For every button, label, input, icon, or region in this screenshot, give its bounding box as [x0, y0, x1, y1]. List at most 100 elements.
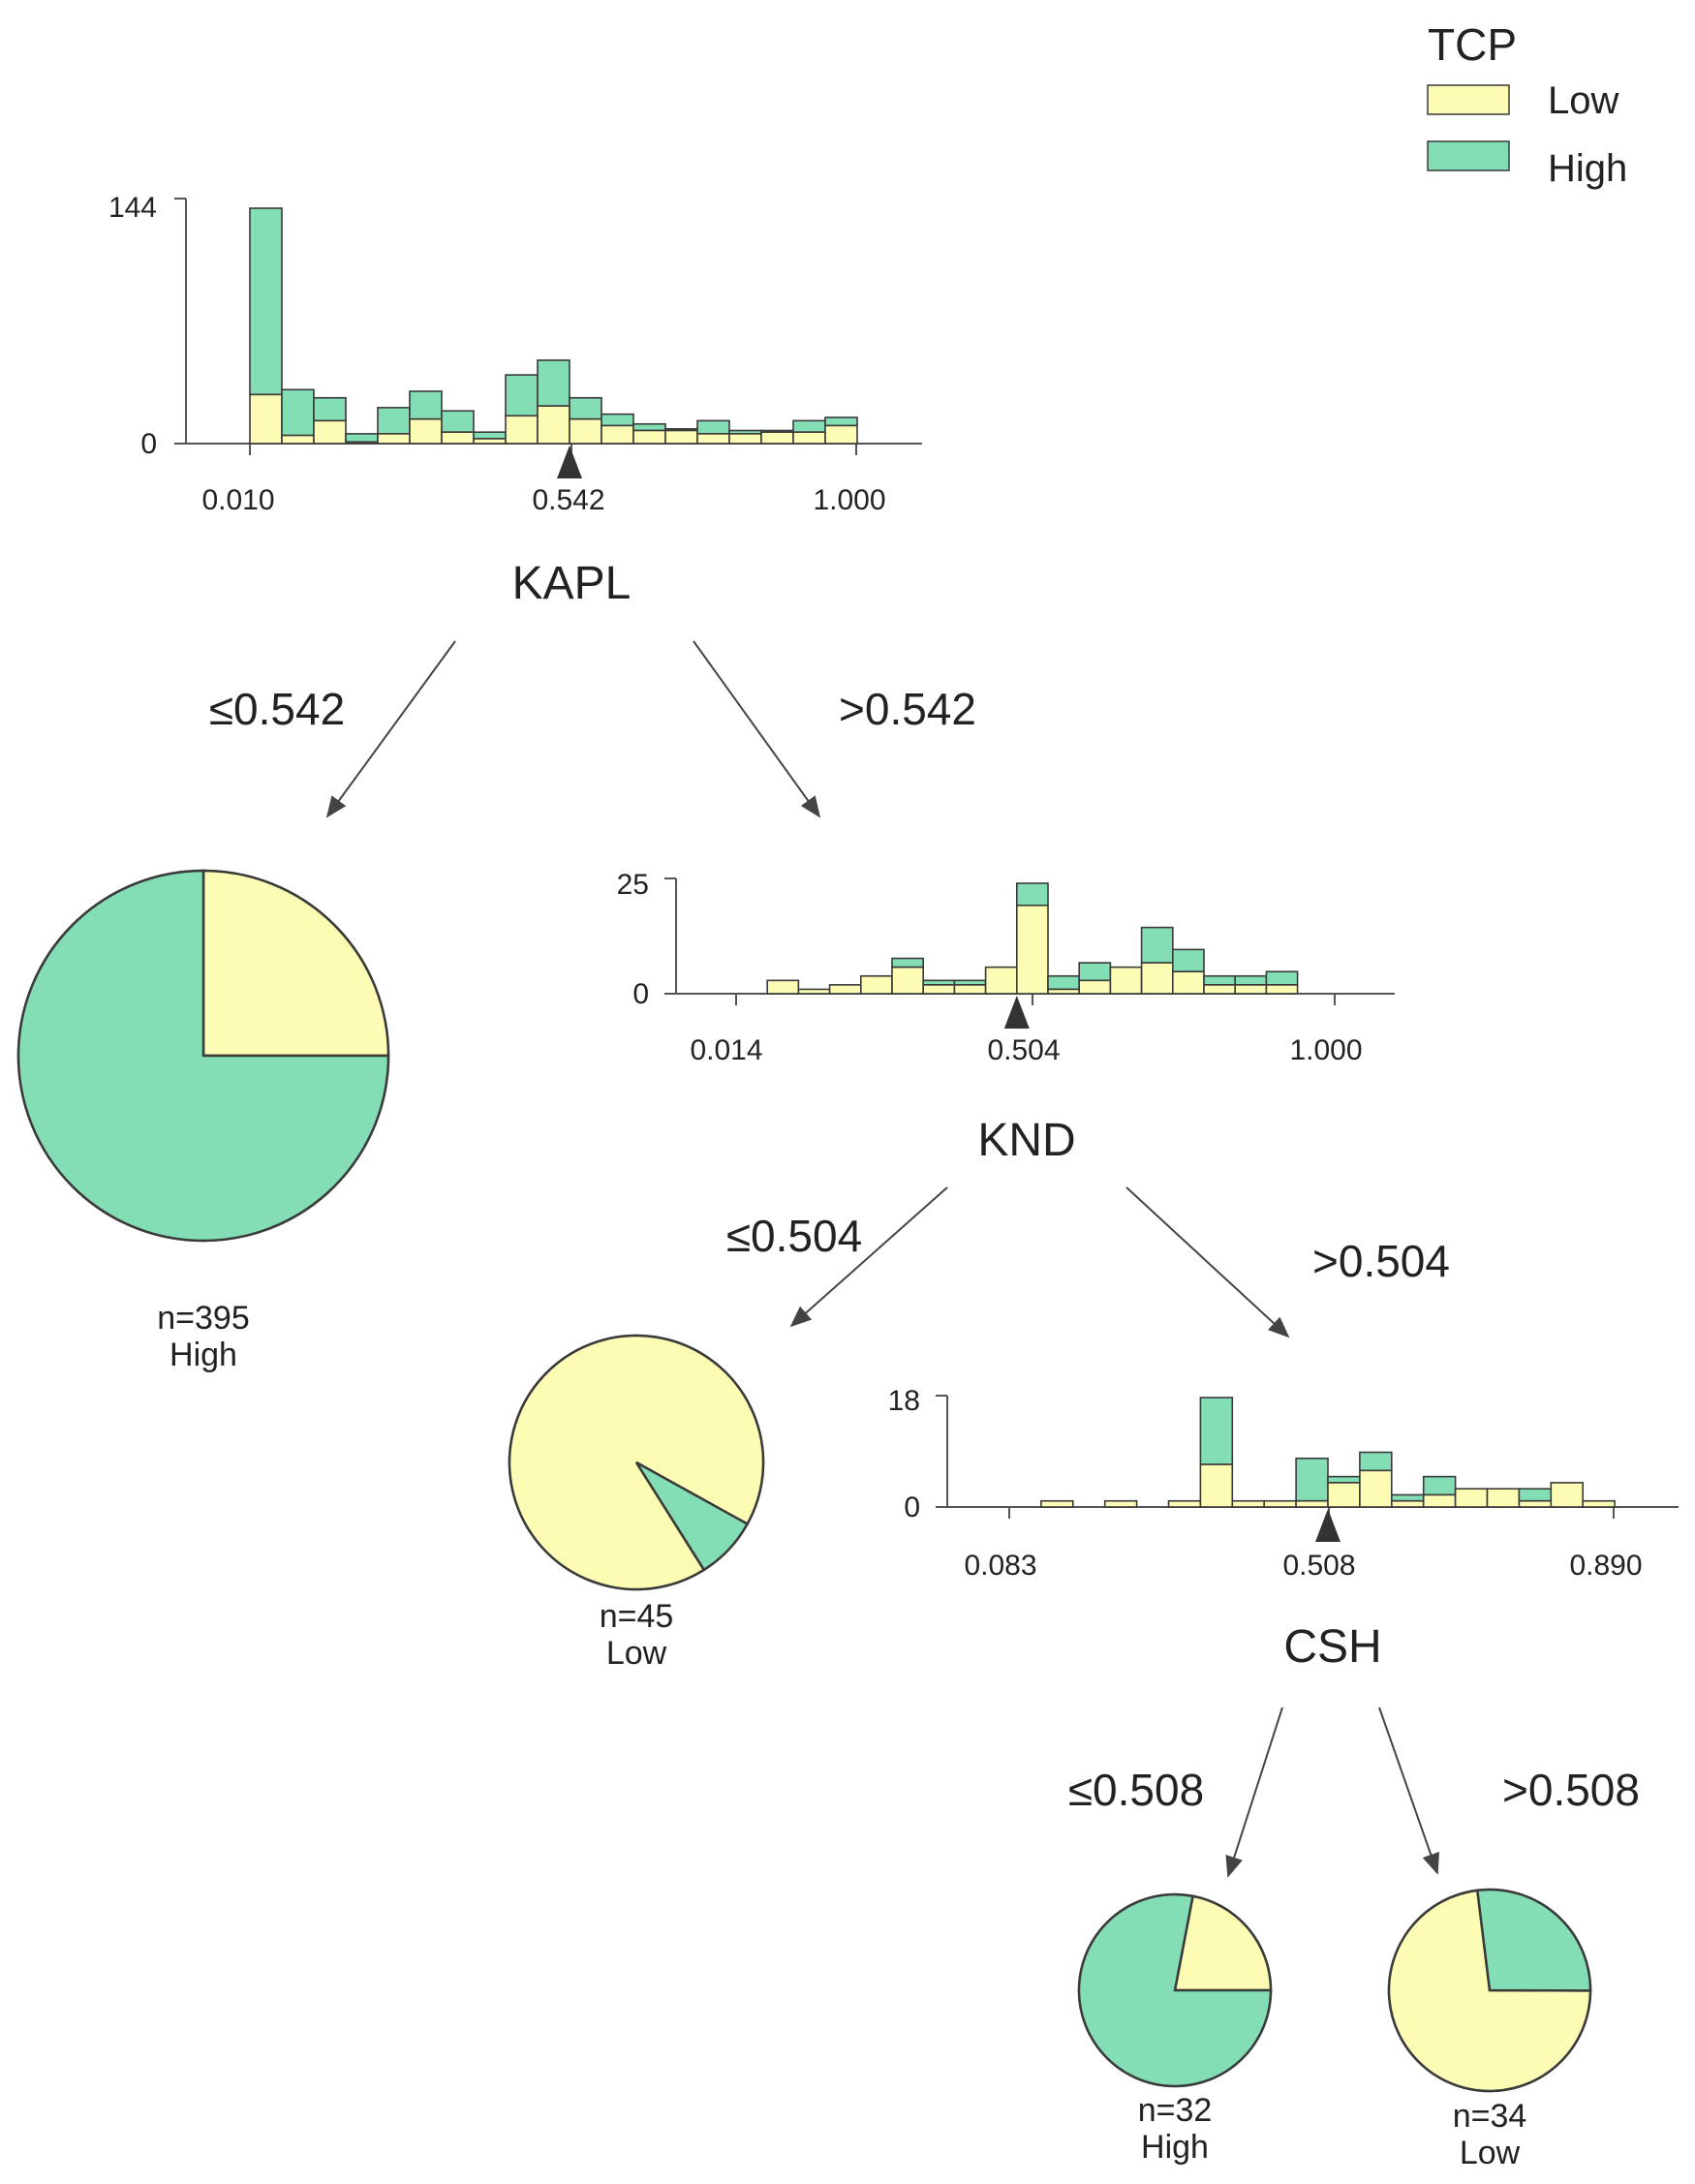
knd-bar-low: [1047, 988, 1081, 995]
knd-bar-low: [1203, 984, 1237, 995]
csh-bar-low: [1391, 1499, 1425, 1508]
kapl-bar-high: [696, 419, 730, 435]
csh-bar-low: [1582, 1499, 1616, 1508]
leaf-4-count: n=34: [1453, 2098, 1527, 2135]
kapl-xtick-max: 1.000: [813, 484, 885, 516]
legend-label-low: Low: [1548, 79, 1618, 122]
csh-ytick-max: 18: [888, 1385, 920, 1417]
edge-csh-left: [1225, 1707, 1283, 1878]
edge-label-csh-right: >0.508: [1502, 1765, 1640, 1815]
leaf-1-class: High: [170, 1337, 237, 1373]
legend-swatch-low: [1427, 84, 1510, 115]
leaf1-slice-low: [201, 869, 390, 1058]
knd-xtick-split: 0.504: [987, 1034, 1060, 1066]
kapl-xtick-min: 0.010: [201, 484, 274, 516]
kapl-bar-high: [473, 431, 507, 440]
leaf3-slice-low: [1173, 1894, 1273, 1992]
kapl-bar-low: [728, 433, 762, 445]
leaf-3: n=32 High: [1077, 1892, 1273, 2166]
knd-xtick-max: 1.000: [1289, 1034, 1362, 1066]
edge-label-knd-right: >0.504: [1312, 1236, 1450, 1286]
kapl-bar-low: [377, 433, 411, 445]
knd-bar-high: [891, 957, 925, 969]
knd-bar-low: [766, 979, 800, 995]
kapl-bar-high: [377, 407, 411, 435]
csh-bar-low: [1327, 1482, 1361, 1508]
knd-bar-low: [1016, 904, 1049, 995]
csh-bar-low: [1422, 1493, 1457, 1508]
edge-kapl-right: [693, 640, 821, 818]
csh-bar-low: [1518, 1499, 1553, 1508]
kapl-bar-low: [760, 431, 794, 445]
legend: TCP Low High: [1427, 19, 1627, 190]
edge-label-kapl-left: ≤0.542: [209, 684, 345, 734]
edges: ≤0.542 >0.542 ≤0.504 >0.504 ≤0.508 >0.50…: [209, 640, 1640, 1878]
leaf3-slice-high: [1077, 1892, 1273, 2088]
kapl-bar-low: [601, 424, 634, 445]
csh-bar-low: [1550, 1482, 1585, 1508]
pie-chart-leaf-2: [508, 1334, 765, 1591]
leaf-3-count: n=32: [1138, 2092, 1213, 2129]
kapl-bar-high: [632, 422, 666, 432]
kapl-bar-high: [281, 388, 315, 437]
knd-bar-low: [953, 984, 987, 995]
leaf-1: n=395 High: [16, 869, 390, 1373]
csh-bar-low: [1103, 1499, 1138, 1508]
csh-bar-high: [1518, 1488, 1553, 1502]
legend-swatch-high: [1427, 140, 1510, 171]
kapl-bar-high: [249, 207, 283, 396]
edge-label-kapl-right: >0.542: [839, 684, 976, 734]
knd-ytick-zero: 0: [632, 978, 649, 1010]
histogram-knd: [664, 877, 1395, 1029]
knd-bar-low: [1265, 984, 1299, 995]
knd-bar-high: [1140, 926, 1174, 964]
csh-bar-low: [1295, 1499, 1329, 1508]
kapl-bar-low: [313, 419, 347, 445]
csh-bar-high: [1359, 1451, 1393, 1472]
pie-chart-leaf-1: [16, 869, 390, 1243]
kapl-bar-high: [441, 410, 475, 433]
kapl-bar-low: [696, 433, 730, 445]
knd-split-marker: [1003, 996, 1030, 1029]
knd-bar-low: [859, 974, 893, 995]
node-csh: 18 0 0.083 0.508 0.890 CSH: [888, 1385, 1679, 1673]
csh-bar-low: [1359, 1469, 1393, 1508]
kapl-bar-high: [505, 374, 539, 417]
histogram-kapl: [174, 198, 922, 478]
edge-kapl-left: [325, 640, 456, 818]
knd-bar-low: [891, 966, 925, 995]
csh-feature-label: CSH: [1283, 1621, 1381, 1673]
pie-chart-leaf-3: [1077, 1892, 1273, 2088]
csh-bar-low: [1167, 1499, 1202, 1508]
csh-bar-low: [1263, 1499, 1297, 1508]
node-knd: 25 0 0.014 0.504 1.000 KND: [617, 869, 1395, 1166]
kapl-bar-low: [824, 424, 858, 445]
csh-bar-high: [1199, 1397, 1234, 1465]
leaf4-slice-high: [1475, 1888, 1592, 1992]
kapl-bar-high: [345, 433, 379, 444]
kapl-bar-low: [473, 438, 507, 445]
histogram-csh: [936, 1395, 1679, 1542]
leaf-1-count: n=395: [157, 1300, 250, 1337]
csh-bar-high: [1327, 1475, 1361, 1484]
leaf-2-count: n=45: [600, 1598, 674, 1635]
knd-bar-high: [1047, 974, 1081, 991]
kapl-bar-high: [601, 413, 634, 427]
csh-xtick-max: 0.890: [1569, 1550, 1642, 1582]
kapl-ytick-max: 144: [108, 192, 157, 224]
csh-bar-low: [1454, 1488, 1489, 1508]
csh-ytick-zero: 0: [904, 1492, 920, 1523]
knd-bar-low: [984, 966, 1018, 995]
csh-bar-high: [1295, 1457, 1329, 1502]
leaf-4: n=34 Low: [1387, 1888, 1592, 2171]
kapl-bar-low: [664, 429, 698, 445]
edge-label-knd-left: ≤0.504: [726, 1211, 862, 1261]
knd-bar-high: [1016, 882, 1049, 907]
kapl-bar-low: [537, 405, 570, 445]
knd-bar-high: [1172, 948, 1205, 973]
kapl-split-marker: [557, 446, 582, 478]
knd-bar-low: [1140, 962, 1174, 995]
knd-bar-high: [1265, 970, 1299, 986]
knd-bar-high: [1234, 974, 1268, 986]
kapl-bar-high: [569, 396, 602, 420]
